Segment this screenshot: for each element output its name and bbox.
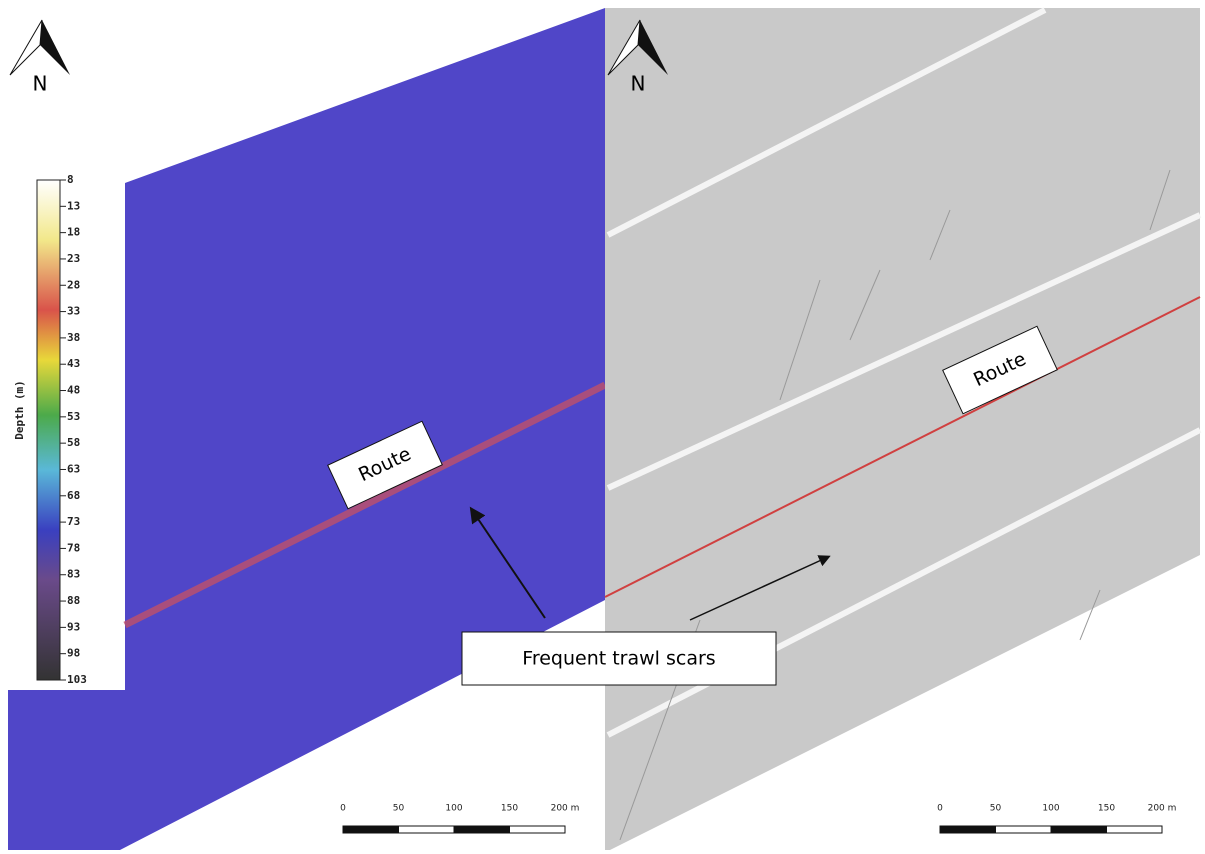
legend-tick-label: 98 (67, 647, 80, 660)
legend-tick-label: 78 (67, 541, 80, 554)
legend-tick-label: 28 (67, 278, 80, 291)
scale-label: 50 (393, 804, 405, 814)
scale-label: 100 (1042, 804, 1059, 814)
legend-title: Depth (m) (13, 380, 26, 440)
scale-label: 150 (501, 804, 518, 814)
scale-segment (996, 826, 1052, 833)
legend-tick-label: 43 (67, 357, 80, 370)
legend-tick-label: 83 (67, 568, 80, 581)
scale-label: 0 (937, 804, 943, 814)
scale-segment (510, 826, 566, 833)
legend-tick-label: 73 (67, 515, 80, 528)
north-label: N (631, 72, 646, 96)
legend-tick-label: 63 (67, 462, 80, 475)
legend-tick-label: 18 (67, 226, 80, 239)
legend-tick-label: 58 (67, 436, 80, 449)
scale-label: 200 m (551, 804, 580, 814)
figure: Depth (m) N N Route Route Frequent trawl… (0, 0, 1205, 850)
legend-tick-label: 13 (67, 199, 80, 212)
scale-segment (940, 826, 996, 833)
scale-segment (343, 826, 399, 833)
scale-label: 150 (1098, 804, 1115, 814)
colorbar (37, 180, 60, 680)
scale-label: 100 (445, 804, 462, 814)
legend-tick-label: 103 (67, 673, 87, 686)
scale-segment (1051, 826, 1107, 833)
legend-tick-label: 8 (67, 173, 74, 186)
legend-tick-label: 53 (67, 410, 80, 423)
scale-label: 50 (990, 804, 1002, 814)
legend-tick-label: 38 (67, 331, 80, 344)
legend-tick-label: 93 (67, 620, 80, 633)
page: {"left_panel": {"north": "N", "legend": … (0, 0, 1205, 850)
legend-tick-label: 23 (67, 252, 80, 265)
legend-tick-label: 88 (67, 594, 80, 607)
scale-segment (1107, 826, 1163, 833)
annotation: Frequent trawl scars (522, 648, 715, 670)
scale-segment (454, 826, 510, 833)
north-arrow (10, 20, 70, 75)
north-label: N (33, 72, 48, 96)
scale-label: 200 m (1148, 804, 1177, 814)
legend-tick-label: 33 (67, 305, 80, 318)
scale-label: 0 (340, 804, 346, 814)
backscatter (605, 8, 1200, 850)
legend-tick-label: 48 (67, 384, 80, 397)
legend-tick-label: 68 (67, 489, 80, 502)
scale-segment (399, 826, 455, 833)
